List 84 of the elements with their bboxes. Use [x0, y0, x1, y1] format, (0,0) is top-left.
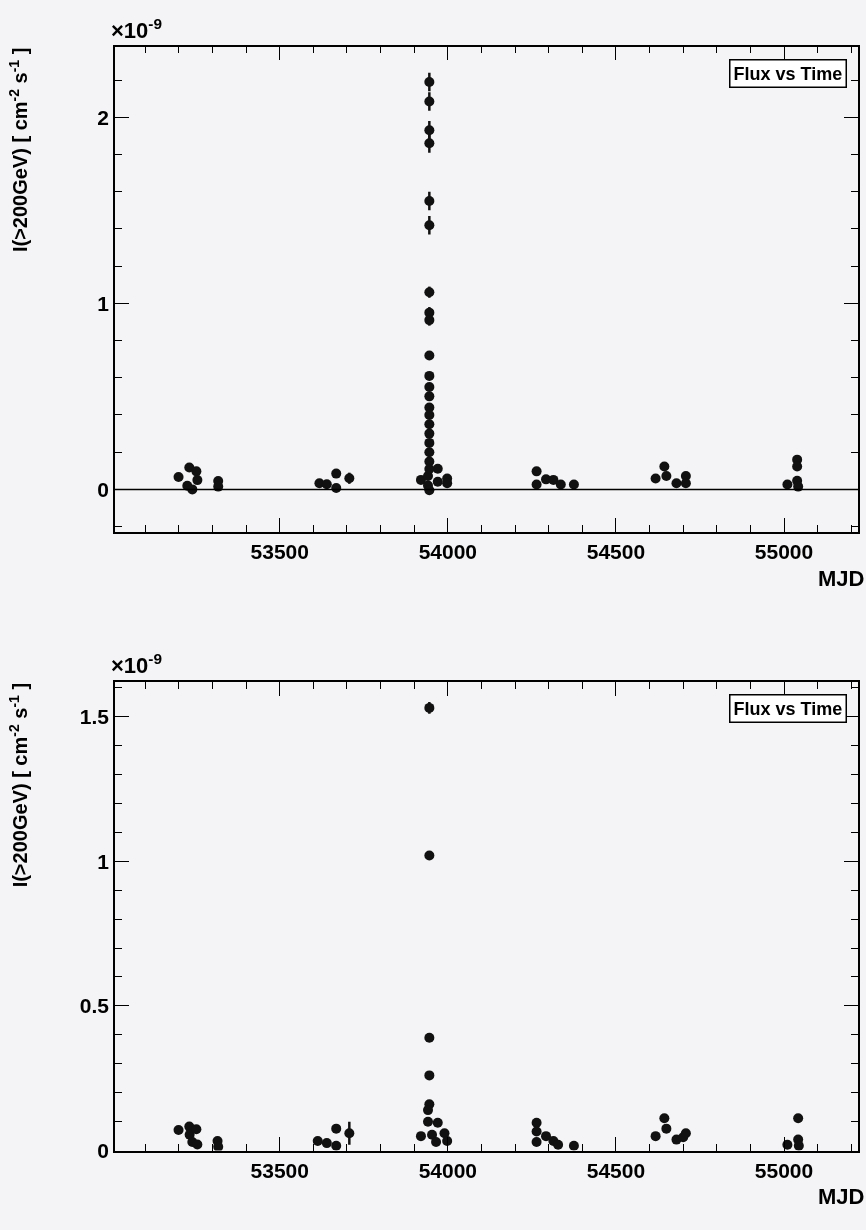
point [431, 1136, 442, 1147]
point [424, 1032, 435, 1043]
y-tick-label: 0 [97, 477, 110, 501]
point [191, 1124, 202, 1135]
point [531, 479, 542, 490]
x-tick-label: 55000 [754, 540, 814, 564]
x-tick-label: 54000 [418, 1158, 478, 1182]
text: Flux vs Time [733, 698, 843, 719]
point [321, 479, 332, 490]
x-tick-label: 55000 [754, 1158, 814, 1182]
point [424, 125, 435, 136]
point [173, 1125, 184, 1136]
point [680, 478, 691, 489]
x-axis-title: MJD [818, 1184, 865, 1209]
point [680, 1128, 691, 1139]
point [424, 138, 435, 149]
point [424, 437, 435, 448]
point [555, 479, 566, 490]
point [650, 1131, 661, 1142]
point [192, 1139, 203, 1150]
y-tick-label: 0.5 [79, 994, 110, 1018]
point [659, 1113, 670, 1124]
point [331, 468, 342, 479]
point [424, 220, 435, 231]
point [424, 96, 435, 107]
point [312, 1136, 323, 1147]
point [793, 1113, 804, 1124]
point [432, 476, 443, 487]
point [541, 1131, 552, 1142]
x-tick-label: 53500 [250, 1158, 309, 1182]
point [415, 1131, 426, 1142]
text: ×10$^{-9}$ [111, 650, 163, 679]
point [173, 471, 184, 482]
point [191, 466, 202, 477]
point [331, 1140, 342, 1151]
y-tick-label: 0 [97, 1138, 110, 1162]
y-tick-label: 1 [97, 291, 110, 315]
point [531, 1117, 542, 1128]
y-tick-label: 1 [97, 849, 110, 873]
point [424, 370, 435, 381]
x-tick-label: 54500 [586, 540, 646, 564]
point [423, 1116, 433, 1127]
point [531, 466, 542, 477]
point [424, 419, 435, 430]
point [439, 1128, 450, 1139]
point [432, 463, 443, 474]
x-axis-title: MJD [818, 566, 865, 591]
point [424, 447, 435, 458]
text: ×10$^{-9}$ [111, 15, 163, 44]
point [424, 428, 435, 439]
point [650, 473, 661, 484]
point [424, 391, 435, 402]
y-tick-label: 1.5 [79, 704, 110, 728]
point [427, 1129, 438, 1140]
point [553, 1139, 564, 1150]
point [424, 382, 435, 393]
point [424, 850, 435, 861]
point [661, 1123, 672, 1134]
point [331, 1123, 342, 1134]
point [568, 1140, 579, 1151]
point [782, 479, 793, 490]
point [424, 350, 435, 361]
point [424, 1070, 435, 1081]
y-tick-label: 2 [97, 105, 110, 129]
point [671, 478, 682, 489]
point [321, 1138, 332, 1149]
point [531, 1136, 542, 1147]
point [531, 1126, 542, 1137]
point [192, 475, 203, 486]
point [344, 1128, 355, 1139]
x-tick-label: 54500 [586, 1158, 646, 1182]
point [659, 461, 670, 472]
x-tick-label: 53500 [250, 540, 309, 564]
point [432, 1117, 443, 1128]
text: Flux vs Time [733, 63, 843, 84]
point [424, 196, 435, 207]
point [661, 471, 672, 482]
x-tick-label: 54000 [418, 540, 478, 564]
point [442, 1136, 453, 1147]
point [548, 474, 559, 485]
point [568, 479, 579, 490]
point [423, 1105, 433, 1116]
point [424, 76, 435, 87]
point [184, 462, 195, 473]
